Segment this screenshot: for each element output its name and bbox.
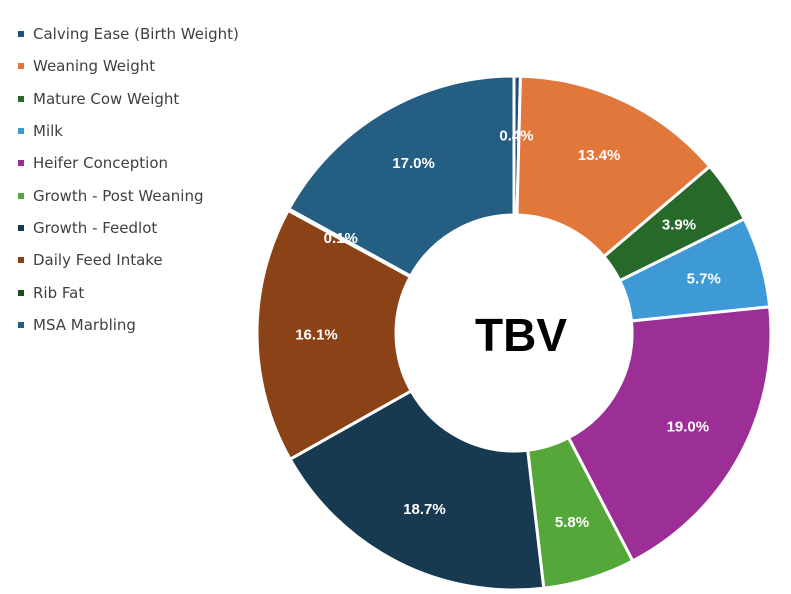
slice-data-label: 16.1% <box>295 327 338 344</box>
chart-legend: Calving Ease (Birth Weight) Weaning Weigh… <box>18 18 239 341</box>
legend-swatch <box>18 321 24 328</box>
legend-label: Mature Cow Weight <box>33 89 180 108</box>
legend-item: Growth - Post Weaning <box>18 179 239 211</box>
legend-item: Heifer Conception <box>18 147 239 179</box>
legend-item: Calving Ease (Birth Weight) <box>18 18 239 50</box>
slice-data-label: 19.0% <box>667 419 710 436</box>
donut-slice <box>286 74 516 279</box>
legend-swatch <box>18 192 24 199</box>
legend-swatch <box>18 289 24 296</box>
legend-label: Daily Feed Intake <box>33 251 163 270</box>
legend-label: Growth - Post Weaning <box>33 186 204 205</box>
legend-label: Heifer Conception <box>33 154 169 173</box>
legend-swatch <box>18 257 24 264</box>
slice-data-label: 17.0% <box>392 155 435 172</box>
donut-slice <box>566 305 773 563</box>
legend-label: MSA Marbling <box>33 315 136 334</box>
legend-item: MSA Marbling <box>18 309 239 341</box>
legend-swatch <box>18 128 24 135</box>
legend-label: Rib Fat <box>33 283 85 302</box>
slice-data-label: 5.8% <box>555 514 589 531</box>
legend-item: Daily Feed Intake <box>18 244 239 276</box>
donut-slice <box>515 74 712 259</box>
center-title: TBV <box>475 309 567 361</box>
legend-swatch <box>18 63 24 70</box>
slice-data-label: 13.4% <box>578 147 621 164</box>
legend-item: Growth - Feedlot <box>18 212 239 244</box>
legend-label: Growth - Feedlot <box>33 218 158 237</box>
legend-item: Rib Fat <box>18 276 239 308</box>
legend-swatch <box>18 95 24 102</box>
slice-data-label: 0.4% <box>499 128 533 145</box>
slice-data-label: 3.9% <box>662 216 696 233</box>
legend-item: Mature Cow Weight <box>18 83 239 115</box>
legend-swatch <box>18 31 24 38</box>
donut-slice <box>255 208 414 462</box>
donut-slice <box>288 388 546 592</box>
legend-item: Milk <box>18 115 239 147</box>
legend-label: Milk <box>33 122 63 141</box>
slice-data-label: 5.7% <box>687 270 721 287</box>
legend-swatch <box>18 224 24 231</box>
slice-data-label: 0.1% <box>324 230 358 247</box>
slice-data-label: 18.7% <box>403 501 446 518</box>
legend-swatch <box>18 160 24 167</box>
legend-label: Calving Ease (Birth Weight) <box>33 25 239 44</box>
legend-item: Weaning Weight <box>18 50 239 82</box>
legend-label: Weaning Weight <box>33 57 156 76</box>
